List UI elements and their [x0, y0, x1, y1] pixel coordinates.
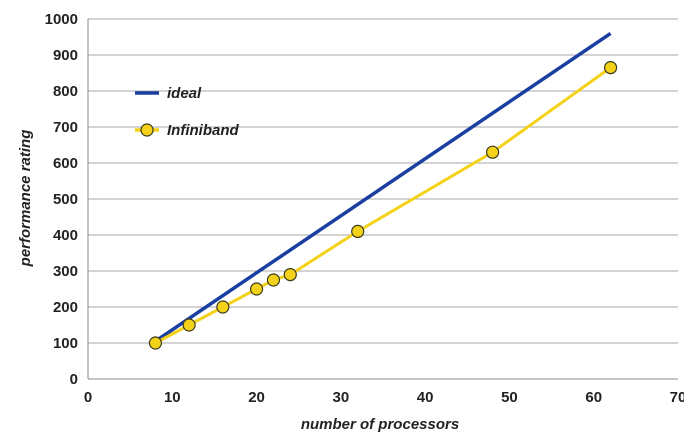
data-point-infiniband-6	[351, 224, 365, 238]
x-tick-label-50: 50	[501, 389, 518, 406]
x-tick-label-0: 0	[84, 389, 92, 406]
y-tick-label-700: 700	[53, 119, 78, 136]
y-tick-label-300: 300	[53, 263, 78, 280]
y-tick-label-800: 800	[53, 83, 78, 100]
data-point-infiniband-7	[485, 145, 500, 159]
x-tick-label-10: 10	[164, 389, 181, 406]
data-point-infiniband-0	[148, 336, 163, 350]
grid-lines	[88, 18, 678, 344]
data-series	[148, 31, 618, 350]
data-point-infiniband-5	[283, 268, 297, 282]
y-tick-label-0: 0	[70, 371, 78, 388]
x-tick-label-30: 30	[333, 389, 350, 406]
x-tick-label-40: 40	[417, 389, 434, 406]
y-tick-label-500: 500	[53, 191, 78, 208]
y-tick-label-1000: 1000	[45, 11, 78, 28]
y-tick-label-100: 100	[53, 335, 78, 352]
y-tick-labels: 0 100 200 300 400 500 600 700 800 900 1000	[45, 11, 78, 388]
x-axis-label: number of processors	[301, 416, 459, 433]
y-tick-label-600: 600	[53, 155, 78, 172]
y-axis-label: performance rating	[17, 130, 34, 268]
legend-label-ideal: ideal	[167, 85, 202, 102]
legend-marker-infiniband	[140, 123, 154, 137]
data-point-infiniband-4	[266, 273, 281, 287]
data-point-infiniband-2	[216, 300, 230, 314]
data-point-infiniband-8	[603, 60, 618, 75]
y-tick-label-200: 200	[53, 299, 78, 316]
data-point-infiniband-3	[249, 282, 264, 296]
legend: ideal Infiniband	[135, 85, 239, 139]
data-point-infiniband-1	[182, 318, 196, 332]
series-line-ideal	[154, 31, 612, 343]
x-tick-label-60: 60	[585, 389, 602, 406]
y-tick-label-400: 400	[53, 227, 78, 244]
x-tick-label-20: 20	[248, 389, 265, 406]
x-tick-labels: 0 10 20 30 40 50 60 70	[84, 389, 684, 406]
x-tick-label-70: 70	[670, 389, 684, 406]
axes	[87, 19, 678, 380]
legend-label-infiniband: Infiniband	[167, 122, 239, 139]
y-tick-label-900: 900	[53, 47, 78, 64]
